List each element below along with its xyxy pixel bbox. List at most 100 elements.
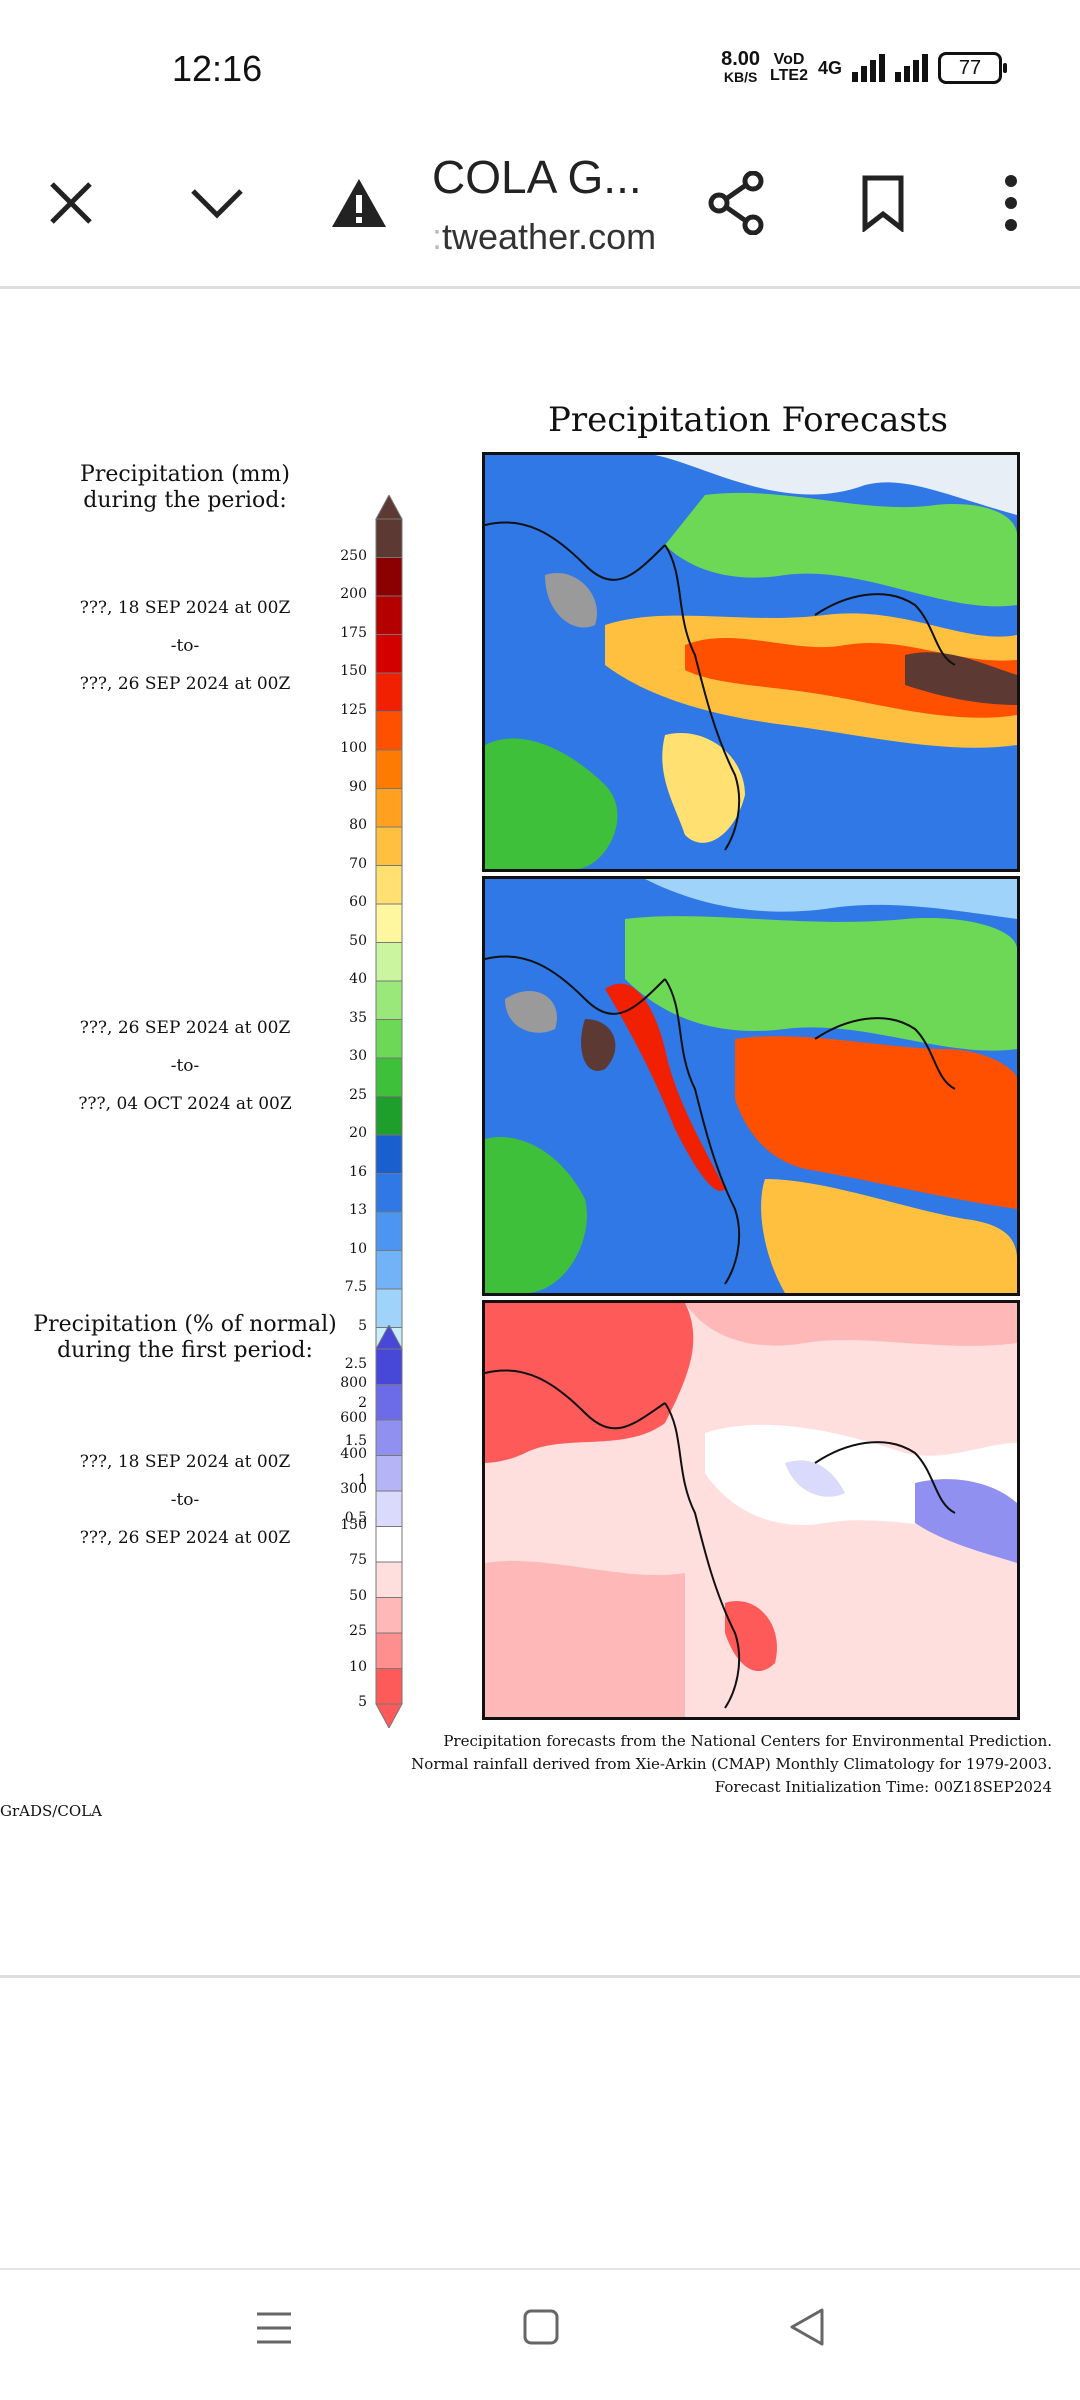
colorbar-segment (375, 1526, 403, 1563)
colorbar-segment (375, 1668, 403, 1705)
colorbar-tick-label: 2.5 (344, 1356, 367, 1372)
content-divider (0, 1975, 1080, 1978)
colorbar-tick-label: 25 (349, 1086, 367, 1103)
colorbar-segment (375, 518, 403, 558)
footnote-climatology: Normal rainfall derived from Xie-Arkin (… (411, 1755, 1052, 1773)
share-icon (708, 171, 764, 235)
page-title[interactable]: COLA G... (432, 151, 642, 203)
colorbar-tick-label: 16 (349, 1163, 367, 1180)
colorbar-tick-label: 10 (349, 1658, 367, 1675)
menu-icon[interactable] (255, 2310, 293, 2346)
map-panel-period2 (482, 876, 1020, 1296)
close-icon (50, 182, 92, 224)
colorbar-segment (375, 557, 403, 597)
colorbar-segment (375, 595, 403, 635)
colorbar-segment (375, 634, 403, 674)
period2-start: ???, 26 SEP 2024 at 00Z (79, 1018, 291, 1038)
colorbar-segment (375, 1384, 403, 1421)
map-panel-period1 (482, 452, 1020, 872)
bookmark-button[interactable] (848, 168, 918, 238)
colorbar-bottom-arrow (375, 1703, 403, 1730)
colorbar-segment (375, 1096, 403, 1136)
credit-label: GrADS/COLA (0, 1802, 102, 1820)
colorbar-segment (375, 980, 403, 1020)
colorbar-tick-label: 150 (340, 663, 367, 679)
colorbar-segment (375, 788, 403, 828)
colorbar-tick-label: 0.5 (344, 1510, 367, 1526)
share-button[interactable] (702, 168, 772, 238)
colorbar-tick-label: 5 (358, 1694, 367, 1710)
colorbar-top-arrow (375, 493, 403, 520)
volte-indicator: VoD LTE2 (770, 51, 808, 84)
colorbar-tick-label: 1.5 (344, 1433, 367, 1449)
colorbar-tick-label: 600 (340, 1410, 367, 1426)
colorbar-tick-label: 10 (349, 1240, 367, 1257)
signal-icon (895, 54, 928, 82)
colorbar-tick-label: 400 (340, 1445, 367, 1462)
colorbar-tick-label: 75 (349, 1552, 367, 1568)
period2-sep: -to- (170, 1056, 200, 1076)
colorbar-tick-label: 100 (340, 740, 367, 756)
bookmark-icon (862, 175, 904, 232)
back-icon[interactable] (788, 2306, 826, 2348)
precip-map-period2 (485, 879, 1017, 1293)
colorbar-tick-label: 5 (358, 1317, 367, 1334)
colorbar-tick-label: 300 (340, 1481, 367, 1497)
signal-icon (852, 54, 885, 82)
footnote-source: Precipitation forecasts from the Nationa… (443, 1732, 1052, 1750)
home-icon[interactable] (523, 2308, 559, 2346)
colorbar-tick-label: 30 (349, 1048, 367, 1064)
network-type: 4G (817, 57, 842, 78)
colorbar-tick-label: 125 (340, 701, 367, 718)
colorbar-tick-label: 250 (340, 547, 367, 564)
period3-start: ???, 18 SEP 2024 at 00Z (79, 1452, 291, 1472)
status-bar: 12:16 8.00 KB/S VoD LTE2 4G 77 (0, 0, 1080, 130)
more-vert-icon (1005, 175, 1017, 231)
period1-start: ???, 18 SEP 2024 at 00Z (79, 598, 291, 618)
colorbar-segment (375, 749, 403, 789)
page-url[interactable]: :tweather.com (432, 216, 657, 257)
colorbar-segment (375, 1211, 403, 1251)
colorbar-top-arrow (375, 1323, 403, 1350)
colorbar-segment (375, 942, 403, 982)
colorbar-tick-label: 70 (349, 855, 367, 872)
colorbar-tick-label: 150 (340, 1516, 367, 1533)
colorbar-tick-label: 800 (340, 1374, 367, 1391)
colorbar-tick-label: 2 (358, 1394, 367, 1411)
colorbar-tick-label: 1 (358, 1471, 367, 1488)
colorbar-segment (375, 1288, 403, 1328)
security-warning-button[interactable] (324, 168, 394, 238)
colorbar-tick-label: 90 (349, 778, 367, 795)
colorbar-segment (375, 1561, 403, 1598)
colorbar-segment (375, 1490, 403, 1527)
more-options-button[interactable] (976, 168, 1046, 238)
legend-heading-mm: Precipitation (mm) during the period: (80, 462, 290, 513)
warning-icon (332, 179, 386, 227)
colorbar-tick-label: 175 (340, 624, 367, 641)
status-time: 12:16 (172, 48, 263, 89)
colorbar-segment (375, 1597, 403, 1634)
period1-end: ???, 26 SEP 2024 at 00Z (79, 674, 291, 694)
colorbar-tick-label: 7.5 (344, 1279, 367, 1295)
status-indicators: 8.00 KB/S VoD LTE2 4G 77 (721, 49, 1007, 86)
collapse-button[interactable] (182, 168, 252, 238)
chart-title: Precipitation Forecasts (548, 400, 948, 440)
colorbar-segment (375, 1455, 403, 1492)
web-page-content: Precipitation Forecasts Precipitation (m… (0, 290, 1080, 1975)
precip-map-period1 (485, 455, 1017, 869)
close-button[interactable] (36, 168, 106, 238)
browser-toolbar: COLA G... :tweather.com (0, 130, 1080, 289)
colorbar-tick-label: 200 (340, 586, 367, 602)
colorbar-tick-label: 50 (349, 1587, 367, 1604)
colorbar-tick-label: 25 (349, 1623, 367, 1639)
battery-icon: 77 (938, 52, 1007, 84)
colorbar-segment (375, 1057, 403, 1097)
precip-anomaly-map (485, 1303, 1017, 1717)
colorbar-segment (375, 672, 403, 712)
colorbar-tick-label: 50 (349, 932, 367, 949)
scale-pct-svg (375, 1323, 403, 1730)
period3-sep: -to- (170, 1490, 200, 1510)
colorbar-tick-label: 60 (349, 894, 367, 910)
navbar-divider (0, 2268, 1080, 2270)
colorbar-segment (375, 1134, 403, 1174)
